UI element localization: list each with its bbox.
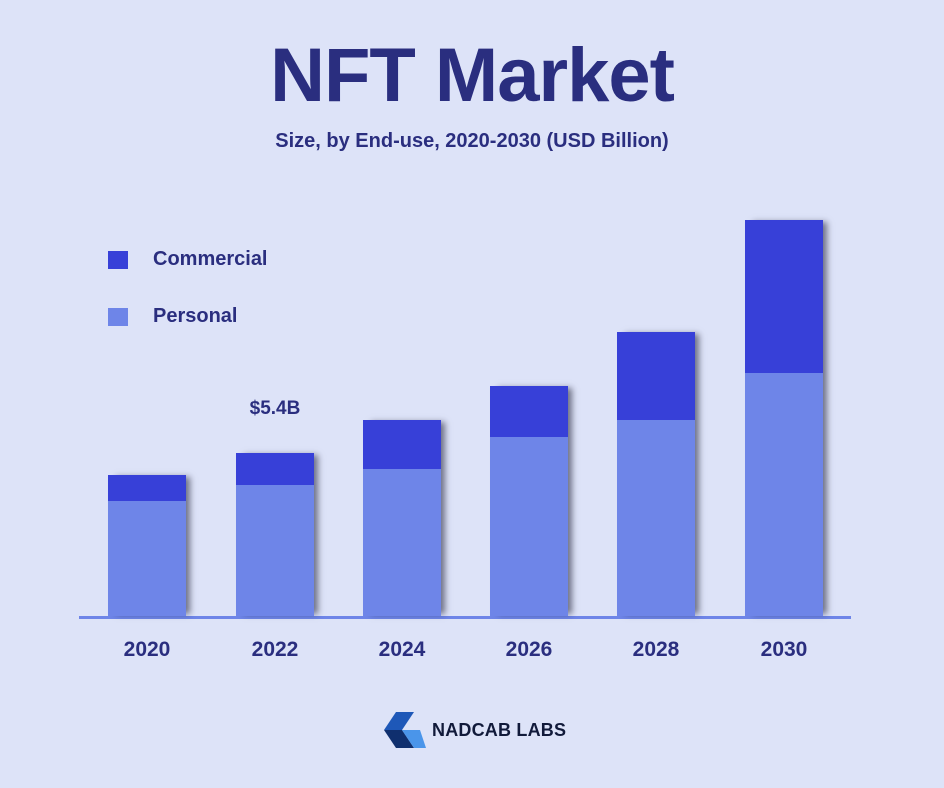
legend-label-personal: Personal (153, 305, 238, 327)
legend-item-commercial: Commercial (108, 248, 268, 271)
bar-2024 (363, 420, 441, 616)
bar-segment-personal (617, 420, 695, 616)
bar-segment-personal (363, 468, 441, 616)
bar-segment-personal (745, 373, 823, 616)
bar-segment-commercial (108, 475, 186, 501)
chart-title: NFT Market (270, 33, 675, 118)
x-tick-label-2026: 2026 (505, 638, 553, 661)
bar-segment-commercial (617, 331, 695, 421)
brand-name: NADCAB LABS (432, 719, 567, 740)
x-tick-label-2030: 2030 (760, 638, 808, 661)
nadcab-logo-icon (384, 712, 426, 748)
legend-item-personal: Personal (108, 305, 237, 328)
bar-2020 (108, 475, 186, 616)
legend-swatch-personal (108, 307, 128, 326)
brand-logo: NADCAB LABS (380, 710, 566, 750)
bar-segment-personal (490, 436, 568, 616)
bar-2026 (490, 385, 568, 616)
x-tick-label-2022: 2022 (251, 638, 299, 661)
bar-2022 (236, 453, 314, 616)
x-tick-label-2024: 2024 (378, 638, 426, 661)
bar-segment-commercial (236, 453, 314, 485)
bar-2030 (745, 219, 823, 616)
bar-2028 (617, 331, 695, 616)
x-axis-line (79, 616, 851, 619)
bar-segment-commercial (490, 385, 568, 437)
x-tick-label-2020: 2020 (123, 638, 171, 661)
legend-label-commercial: Commercial (153, 248, 268, 270)
bar-segment-commercial (745, 219, 823, 373)
bar-segment-personal (108, 500, 186, 616)
bar-segment-commercial (363, 420, 441, 469)
chart-subtitle: Size, by End-use, 2020-2030 (USD Billion… (275, 130, 669, 152)
x-tick-label-2028: 2028 (632, 638, 680, 661)
bar-segment-personal (236, 484, 314, 616)
legend-swatch-commercial (108, 250, 128, 269)
value-annotation-2022: $5.4B (249, 398, 301, 419)
